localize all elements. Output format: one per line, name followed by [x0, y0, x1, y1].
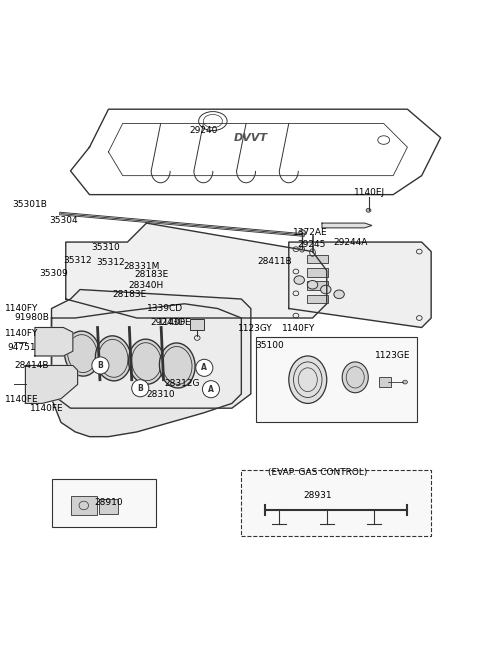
Text: 28414B: 28414B — [14, 361, 49, 370]
Text: 35309: 35309 — [39, 269, 68, 278]
Text: 28931: 28931 — [303, 491, 332, 500]
Text: 29243D: 29243D — [150, 318, 185, 328]
Polygon shape — [51, 304, 241, 437]
Text: 35100: 35100 — [255, 341, 284, 350]
Polygon shape — [289, 242, 431, 328]
Text: A: A — [202, 364, 207, 372]
Text: (EVAP. GAS CONTROL): (EVAP. GAS CONTROL) — [267, 468, 367, 477]
Text: 28411B: 28411B — [257, 257, 292, 265]
Text: A: A — [207, 386, 214, 395]
Ellipse shape — [366, 208, 371, 212]
Ellipse shape — [299, 230, 305, 235]
Text: 35301B: 35301B — [13, 200, 48, 209]
Text: 1372AE: 1372AE — [293, 228, 327, 237]
Ellipse shape — [121, 299, 139, 313]
Bar — [307, 282, 328, 290]
Text: 1140FY: 1140FY — [5, 304, 39, 313]
Circle shape — [196, 360, 213, 377]
Text: 1140FY: 1140FY — [5, 329, 39, 338]
Text: 28331M: 28331M — [123, 262, 160, 271]
Ellipse shape — [44, 339, 51, 345]
Ellipse shape — [96, 336, 131, 381]
Ellipse shape — [95, 299, 113, 313]
Polygon shape — [51, 290, 251, 408]
Bar — [307, 255, 328, 263]
Ellipse shape — [249, 263, 262, 271]
Text: 94751: 94751 — [8, 343, 36, 352]
Ellipse shape — [129, 339, 164, 384]
Bar — [51, 479, 156, 527]
Polygon shape — [25, 365, 78, 403]
Bar — [99, 499, 118, 514]
Text: 1123GE: 1123GE — [375, 352, 411, 360]
Bar — [190, 320, 204, 330]
Text: DVVT: DVVT — [234, 133, 268, 143]
Ellipse shape — [102, 251, 115, 259]
Text: 29244A: 29244A — [333, 238, 368, 246]
Ellipse shape — [64, 331, 100, 376]
Ellipse shape — [69, 299, 86, 313]
Polygon shape — [66, 223, 327, 318]
Text: 91980B: 91980B — [14, 312, 49, 322]
Text: B: B — [97, 361, 103, 370]
Circle shape — [132, 380, 149, 397]
Text: 35312: 35312 — [96, 259, 125, 267]
Polygon shape — [322, 223, 372, 228]
Text: 35304: 35304 — [49, 216, 78, 225]
Ellipse shape — [289, 356, 327, 403]
Text: 28310: 28310 — [146, 390, 175, 400]
Circle shape — [203, 381, 219, 398]
Text: 28312G: 28312G — [164, 379, 200, 388]
Ellipse shape — [294, 276, 304, 284]
Bar — [241, 470, 431, 536]
Text: A: A — [200, 365, 206, 374]
Bar — [255, 337, 417, 422]
Text: 35310: 35310 — [92, 243, 120, 252]
Text: 1140FY: 1140FY — [282, 324, 315, 333]
Text: 1140FE: 1140FE — [30, 403, 63, 413]
Text: 28183E: 28183E — [134, 270, 168, 279]
Text: 28910: 28910 — [94, 498, 123, 506]
Text: 1140EJ: 1140EJ — [354, 188, 385, 196]
Text: 29240: 29240 — [189, 126, 217, 135]
Text: 28183E: 28183E — [113, 290, 147, 299]
Polygon shape — [35, 328, 73, 356]
Bar — [71, 496, 96, 515]
Ellipse shape — [202, 259, 215, 267]
Text: A: A — [208, 384, 214, 394]
Text: 1123GY: 1123GY — [238, 324, 273, 333]
Bar — [379, 377, 391, 387]
Ellipse shape — [147, 299, 165, 313]
Ellipse shape — [159, 343, 195, 388]
Bar — [307, 268, 328, 276]
Ellipse shape — [334, 290, 344, 299]
Text: B: B — [137, 384, 143, 393]
Text: B: B — [136, 384, 143, 394]
Text: 29245: 29245 — [298, 240, 326, 249]
Text: 1339CD: 1339CD — [147, 304, 183, 313]
Ellipse shape — [321, 286, 331, 294]
Ellipse shape — [342, 362, 368, 393]
Ellipse shape — [154, 255, 168, 263]
Text: 28340H: 28340H — [129, 281, 164, 290]
Text: 1140FE: 1140FE — [158, 318, 192, 328]
Text: 35312: 35312 — [63, 255, 92, 265]
Text: 1140FE: 1140FE — [5, 395, 39, 404]
Ellipse shape — [45, 382, 51, 387]
Ellipse shape — [403, 380, 408, 384]
Ellipse shape — [307, 280, 318, 289]
Bar — [307, 295, 328, 303]
Text: B: B — [96, 362, 102, 371]
Circle shape — [92, 357, 109, 374]
